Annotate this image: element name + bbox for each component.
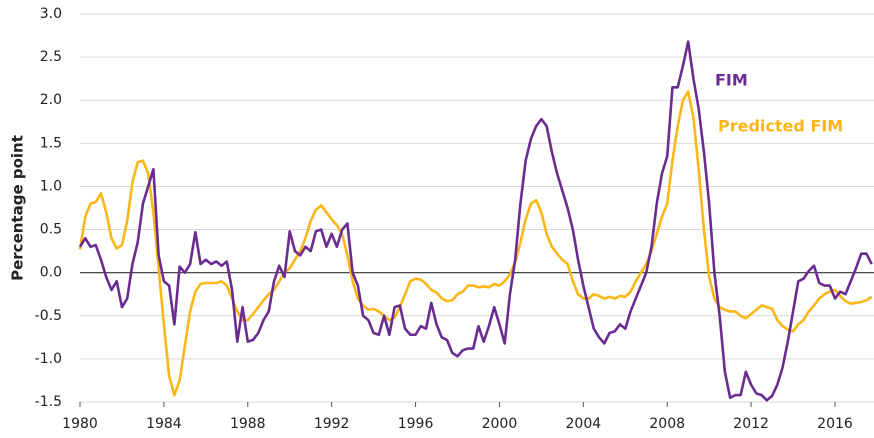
x-tick-label: 2004 xyxy=(566,416,602,432)
y-tick-label: -0.5 xyxy=(35,308,62,324)
x-tick-label: 2008 xyxy=(649,416,685,432)
x-tick-label: 2000 xyxy=(482,416,518,432)
y-tick-label: 0.5 xyxy=(40,222,62,238)
series-line xyxy=(78,90,873,397)
y-tick-label: 2.5 xyxy=(40,49,62,65)
x-tick-label: 1984 xyxy=(146,416,182,432)
y-axis-label: Percentage point xyxy=(9,135,27,281)
y-tick-label: 1.5 xyxy=(40,135,62,151)
x-tick-label: 2016 xyxy=(817,416,853,432)
series-line xyxy=(78,40,873,402)
y-tick-label: 3.0 xyxy=(40,6,62,22)
x-tick-label: 1988 xyxy=(230,416,266,432)
legend-label: FIM xyxy=(715,71,748,90)
y-tick-label: -1.0 xyxy=(35,351,62,367)
y-tick-label: 2.0 xyxy=(40,92,62,108)
y-tick-label: 1.0 xyxy=(40,178,62,194)
legend-label: Predicted FIM xyxy=(718,117,843,136)
x-tick-label: 1996 xyxy=(398,416,434,432)
x-tick-label: 1980 xyxy=(62,416,98,432)
x-tick-label: 1992 xyxy=(314,416,350,432)
y-tick-label: -1.5 xyxy=(35,394,62,410)
x-tick-label: 2012 xyxy=(733,416,769,432)
y-tick-label: 0.0 xyxy=(40,265,62,281)
